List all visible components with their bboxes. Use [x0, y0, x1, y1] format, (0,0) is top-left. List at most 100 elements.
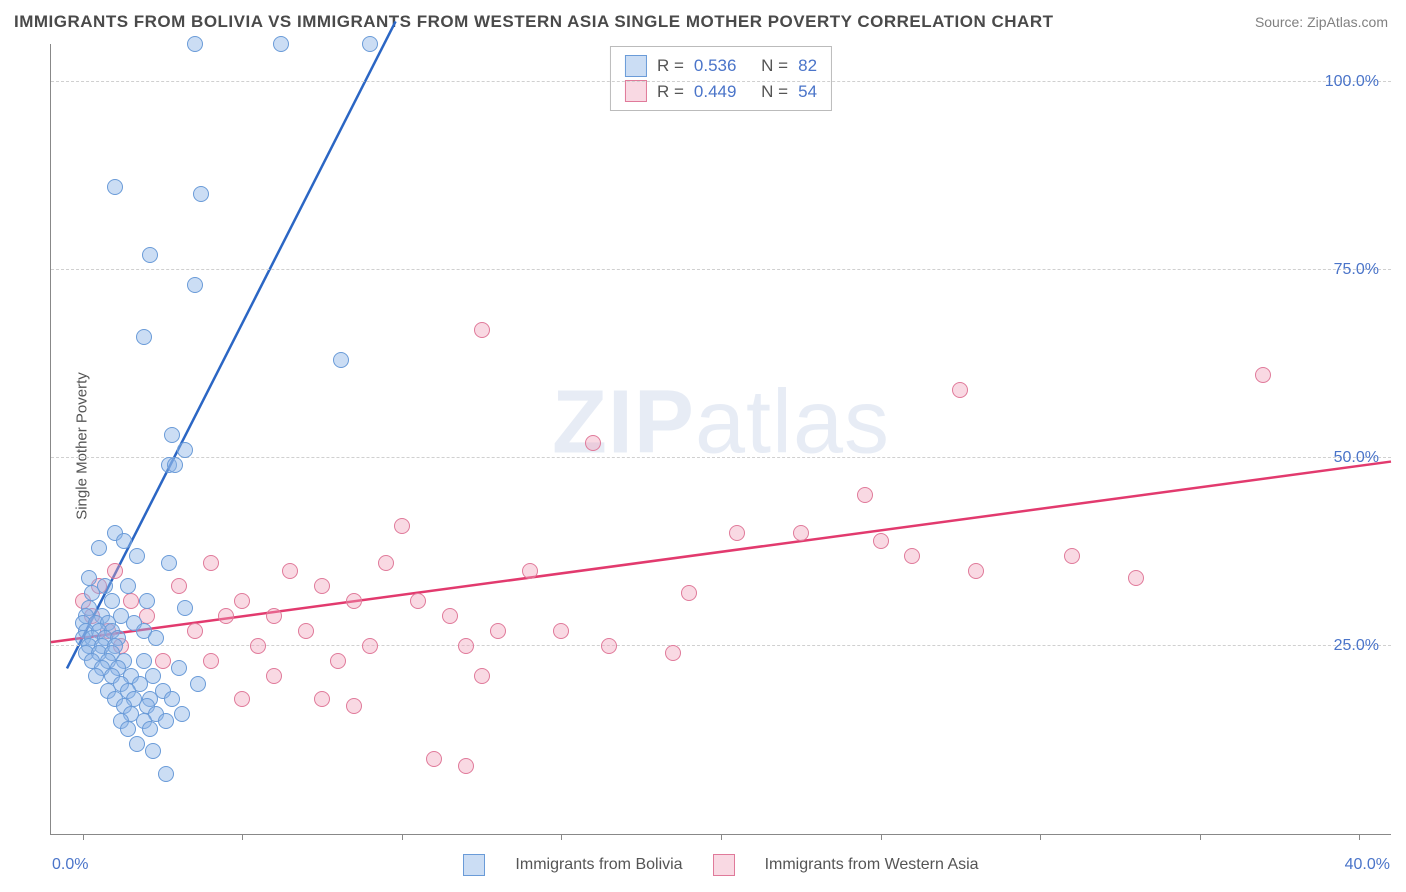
stats-row-bolivia: R = 0.536 N = 82 [625, 53, 817, 79]
data-point [120, 721, 136, 737]
data-point [158, 766, 174, 782]
data-point [190, 676, 206, 692]
data-point [155, 653, 171, 669]
data-point [187, 277, 203, 293]
data-point [522, 563, 538, 579]
data-point [136, 653, 152, 669]
data-point [234, 593, 250, 609]
data-point [458, 638, 474, 654]
gridline [51, 81, 1391, 82]
data-point [952, 382, 968, 398]
data-point [145, 743, 161, 759]
data-point [665, 645, 681, 661]
y-tick-label: 75.0% [1334, 261, 1379, 279]
data-point [142, 247, 158, 263]
stats-legend: R = 0.536 N = 82 R = 0.449 N = 54 [610, 46, 832, 111]
data-point [139, 593, 155, 609]
x-max-label: 40.0% [1345, 856, 1390, 874]
n-label: N = [761, 79, 788, 105]
data-point [426, 751, 442, 767]
data-point [218, 608, 234, 624]
r-value-wasia: 0.449 [694, 79, 737, 105]
y-tick-label: 50.0% [1334, 449, 1379, 467]
data-point [158, 713, 174, 729]
data-point [203, 653, 219, 669]
data-point [458, 758, 474, 774]
data-point [187, 36, 203, 52]
data-point [177, 600, 193, 616]
data-point [298, 623, 314, 639]
data-point [410, 593, 426, 609]
data-point [330, 653, 346, 669]
gridline [51, 457, 1391, 458]
data-point [250, 638, 266, 654]
data-point [793, 525, 809, 541]
x-tick [1359, 834, 1360, 840]
data-point [729, 525, 745, 541]
data-point [314, 578, 330, 594]
x-tick [561, 834, 562, 840]
n-label: N = [761, 53, 788, 79]
data-point [1128, 570, 1144, 586]
swatch-wasia [625, 80, 647, 102]
data-point [681, 585, 697, 601]
data-point [857, 487, 873, 503]
data-point [346, 698, 362, 714]
x-tick [881, 834, 882, 840]
r-label: R = [657, 79, 684, 105]
data-point [378, 555, 394, 571]
data-point [167, 457, 183, 473]
data-point [136, 329, 152, 345]
data-point [171, 578, 187, 594]
data-point [904, 548, 920, 564]
data-point [107, 563, 123, 579]
data-point [585, 435, 601, 451]
stats-row-wasia: R = 0.449 N = 54 [625, 79, 817, 105]
data-point [203, 555, 219, 571]
y-tick-label: 25.0% [1334, 637, 1379, 655]
data-point [442, 608, 458, 624]
data-point [129, 548, 145, 564]
data-point [1064, 548, 1080, 564]
data-point [161, 555, 177, 571]
regression-lines [51, 44, 1391, 834]
data-point [177, 442, 193, 458]
data-point [474, 322, 490, 338]
data-point [174, 706, 190, 722]
series-label-wasia: Immigrants from Western Asia [765, 856, 979, 874]
n-value-bolivia: 82 [798, 53, 817, 79]
data-point [490, 623, 506, 639]
source-label: Source: ZipAtlas.com [1255, 14, 1388, 30]
x-tick [83, 834, 84, 840]
r-label: R = [657, 53, 684, 79]
data-point [333, 352, 349, 368]
data-point [234, 691, 250, 707]
data-point [148, 630, 164, 646]
chart-title: IMMIGRANTS FROM BOLIVIA VS IMMIGRANTS FR… [14, 12, 1053, 32]
watermark: ZIPatlas [552, 372, 890, 475]
data-point [142, 721, 158, 737]
swatch-bolivia [625, 55, 647, 77]
data-point [120, 578, 136, 594]
data-point [81, 570, 97, 586]
data-point [107, 179, 123, 195]
r-value-bolivia: 0.536 [694, 53, 737, 79]
x-min-label: 0.0% [52, 856, 88, 874]
data-point [362, 638, 378, 654]
x-tick [1200, 834, 1201, 840]
data-point [601, 638, 617, 654]
scatter-plot: ZIPatlas R = 0.536 N = 82 R = 0.449 N = … [50, 44, 1391, 835]
data-point [266, 668, 282, 684]
data-point [873, 533, 889, 549]
data-point [474, 668, 490, 684]
data-point [346, 593, 362, 609]
n-value-wasia: 54 [798, 79, 817, 105]
data-point [84, 585, 100, 601]
y-tick-label: 100.0% [1325, 73, 1379, 91]
data-point [266, 608, 282, 624]
swatch-bolivia [463, 854, 485, 876]
x-tick [721, 834, 722, 840]
data-point [171, 660, 187, 676]
data-point [968, 563, 984, 579]
data-point [164, 691, 180, 707]
